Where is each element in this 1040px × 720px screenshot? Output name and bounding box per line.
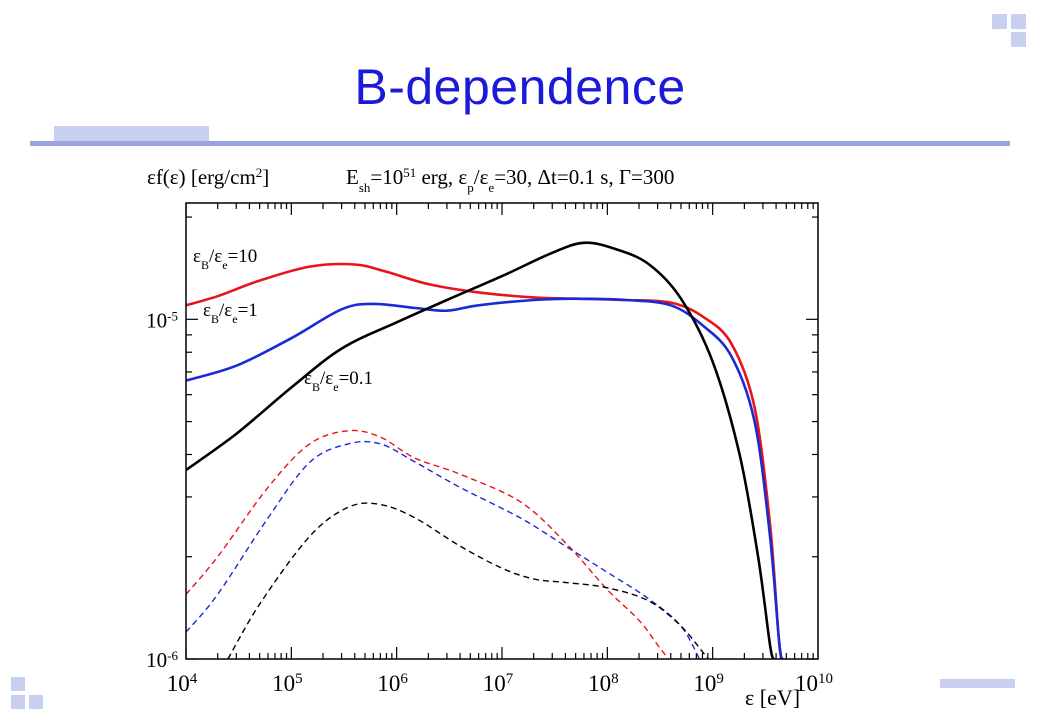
y-tick-label: 10-5 xyxy=(146,308,178,333)
series-label-eB-1: εB/εe=1 xyxy=(203,300,258,326)
y-tick-label: 10-6 xyxy=(146,648,178,673)
x-tick-label: 104 xyxy=(167,671,198,696)
x-tick-label: 1010 xyxy=(795,671,833,696)
y-axis-label: εf(ε) [erg/cm2] xyxy=(147,165,269,190)
chart: εf(ε) [erg/cm2] Esh=1051 erg, εp/εe=30, … xyxy=(0,0,1040,720)
x-tick-label: 107 xyxy=(483,671,514,696)
series-line-4 xyxy=(186,442,700,659)
x-tick-label: 105 xyxy=(272,671,303,696)
x-tick-label: 106 xyxy=(377,671,408,696)
series-line-0 xyxy=(186,264,782,659)
series-line-5 xyxy=(228,503,708,659)
x-tick-label: 109 xyxy=(693,671,724,696)
series-line-3 xyxy=(186,430,668,659)
x-tick-label: 108 xyxy=(588,671,619,696)
series-label-eB-0.1: εB/εe=0.1 xyxy=(304,368,373,394)
series-line-1 xyxy=(186,299,783,659)
series-label-eB-10: εB/εe=10 xyxy=(193,246,257,272)
plot-title: Esh=1051 erg, εp/εe=30, Δt=0.1 s, Γ=300 xyxy=(346,165,674,195)
plot-frame xyxy=(186,203,818,659)
x-axis-label: ε [eV] xyxy=(745,685,800,710)
